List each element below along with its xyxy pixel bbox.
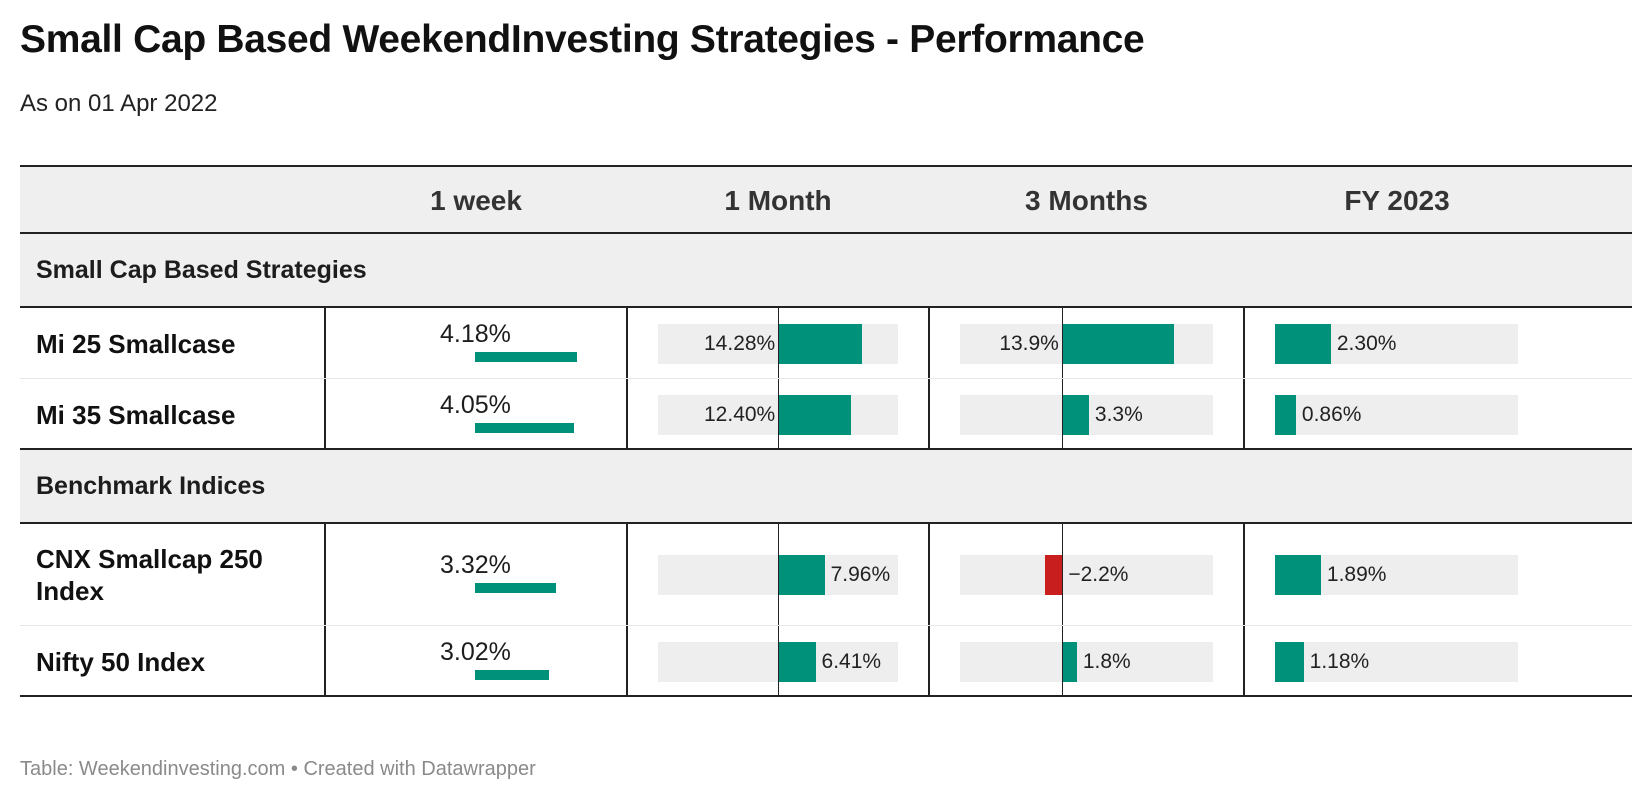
column-divider — [1243, 308, 1245, 378]
three-months-zero-line — [1062, 379, 1064, 448]
fy-bar — [1275, 323, 1331, 364]
three-months-bar — [1062, 323, 1175, 364]
month-bar — [778, 555, 825, 595]
table-row: CNX Smallcap 250 Index 3.32% 7.96% −2.2% 1.8… — [20, 524, 1632, 626]
fy-bar — [1275, 641, 1304, 682]
row-name: Nifty 50 Index — [36, 646, 206, 677]
month-zero-line — [778, 379, 779, 448]
month-zero-line — [778, 308, 779, 378]
month-bar — [778, 394, 851, 435]
three-months-label: 1.8% — [1082, 649, 1131, 673]
row-name: Mi 35 Smallcase — [36, 399, 236, 430]
week-value: 3.32% — [440, 551, 511, 579]
table-row: Nifty 50 Index 3.02% 6.41% 1.8% 1.18% — [20, 626, 1632, 697]
column-divider — [928, 379, 930, 448]
three-months-track — [960, 555, 1213, 595]
month-label: 12.40% — [704, 402, 776, 426]
column-divider — [1243, 379, 1245, 448]
week-value: 4.18% — [440, 319, 511, 348]
row-name: Mi 25 Smallcase — [36, 328, 236, 359]
column-divider — [324, 524, 326, 625]
month-bar — [778, 641, 816, 682]
month-zero-line — [778, 524, 779, 625]
fy-label: 0.86% — [1301, 402, 1362, 426]
performance-table: 1 week 1 Month 3 Months FY 2023 Small Ca… — [20, 165, 1632, 697]
three-months-label: 3.3% — [1094, 402, 1143, 426]
month-label: 14.28% — [704, 331, 776, 355]
three-months-bar — [1062, 394, 1089, 435]
column-divider — [626, 626, 628, 695]
three-months-bar — [1044, 555, 1063, 595]
group-header: Small Cap Based Strategies — [20, 234, 1632, 308]
column-divider — [324, 379, 326, 448]
table-header: 1 week 1 Month 3 Months FY 2023 — [20, 165, 1632, 234]
fy-label: 1.89% — [1326, 563, 1387, 586]
three-months-zero-line — [1062, 626, 1064, 695]
group-title: Small Cap Based Strategies — [36, 256, 367, 284]
three-months-label: 13.9% — [999, 331, 1059, 355]
three-months-bar — [1062, 641, 1077, 682]
fy-bar — [1275, 394, 1296, 435]
fy-track — [1275, 394, 1518, 435]
column-divider — [324, 308, 326, 378]
week-value: 3.02% — [440, 637, 511, 666]
week-bar — [475, 351, 578, 362]
fy-label: 2.30% — [1336, 331, 1397, 355]
month-zero-line — [778, 626, 779, 695]
group-header: Benchmark Indices — [20, 450, 1632, 524]
month-bar — [778, 323, 862, 364]
three-months-zero-line — [1062, 308, 1064, 378]
column-divider — [928, 626, 930, 695]
week-value: 4.05% — [440, 390, 511, 419]
column-divider — [324, 626, 326, 695]
column-divider — [626, 379, 628, 448]
week-bar — [475, 669, 549, 680]
chart-title: Small Cap Based WeekendInvesting Strateg… — [20, 18, 1145, 61]
column-divider — [626, 524, 628, 625]
table-row: Mi 35 Smallcase 4.05% 12.40% 3.3% 0.86% — [20, 379, 1632, 450]
fy-track — [1275, 641, 1518, 682]
column-divider — [626, 308, 628, 378]
fy-bar — [1275, 555, 1321, 595]
chart-subtitle: As on 01 Apr 2022 — [20, 90, 218, 117]
chart-footer: Table: Weekendinvesting.com • Created wi… — [20, 758, 536, 780]
row-name: CNX Smallcap 250 Index — [36, 544, 263, 606]
table-row: Mi 25 Smallcase 4.18% 14.28% 13.9% 2.30% — [20, 308, 1632, 379]
three-months-label: −2.2% — [1068, 563, 1129, 586]
header-fy-2023: FY 2023 — [1344, 185, 1450, 216]
three-months-zero-line — [1062, 524, 1064, 625]
column-divider — [1243, 626, 1245, 695]
header-1-month: 1 Month — [724, 185, 832, 216]
header-1-week: 1 week — [430, 185, 522, 216]
header-3-months: 3 Months — [1025, 185, 1148, 216]
week-bar — [475, 583, 557, 593]
week-bar — [475, 422, 575, 433]
column-divider — [928, 308, 930, 378]
group-title: Benchmark Indices — [36, 472, 266, 500]
fy-label: 1.18% — [1309, 649, 1370, 673]
column-divider — [1243, 524, 1245, 625]
month-label: 7.96% — [830, 563, 891, 586]
three-months-track — [960, 641, 1213, 682]
column-divider — [928, 524, 930, 625]
month-label: 6.41% — [821, 649, 882, 673]
